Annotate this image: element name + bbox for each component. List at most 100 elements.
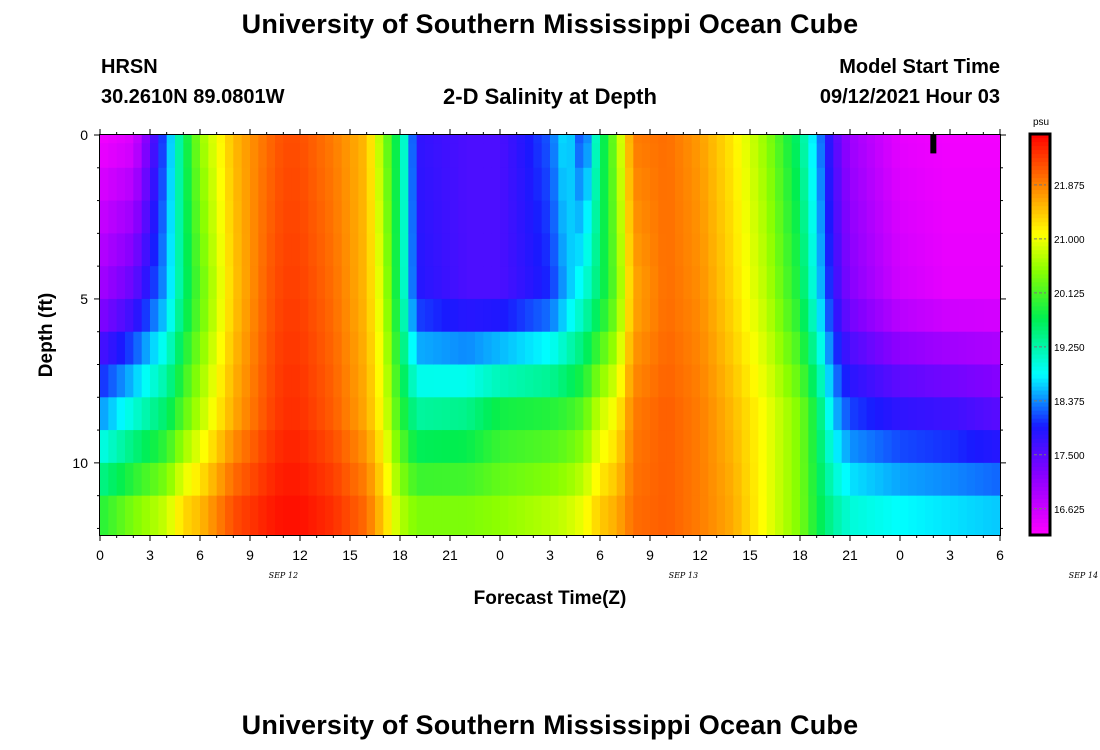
- heatmap-cell: [558, 167, 568, 201]
- heatmap-cell: [266, 364, 276, 398]
- colorbar-segment: [1030, 226, 1050, 231]
- heatmap-cell: [566, 462, 576, 497]
- heatmap-cell: [475, 200, 484, 234]
- heatmap-cell: [783, 331, 793, 365]
- heatmap-cell: [700, 331, 709, 365]
- heatmap-cell: [550, 200, 559, 234]
- heatmap-cell: [575, 233, 584, 267]
- heatmap-cell: [591, 143, 601, 169]
- heatmap-cell: [133, 495, 143, 536]
- heatmap-cell: [275, 495, 284, 536]
- heatmap-cell: [308, 462, 318, 497]
- heatmap-cell: [558, 200, 568, 234]
- heatmap-cell: [850, 397, 859, 431]
- heatmap-cell: [125, 143, 134, 169]
- heatmap-cell: [575, 135, 584, 144]
- colorbar-segment: [1030, 342, 1050, 348]
- heatmap-cell: [258, 233, 268, 267]
- heatmap-cell: [550, 430, 559, 464]
- heatmap-cell: [400, 331, 409, 365]
- heatmap-cell: [791, 167, 801, 201]
- heatmap-cell: [158, 430, 168, 464]
- heatmap-cell: [500, 135, 509, 144]
- heatmap-cell: [216, 331, 226, 365]
- heatmap-cell: [783, 430, 793, 464]
- heatmap-cell: [266, 331, 276, 365]
- heatmap-cell: [250, 462, 259, 497]
- heatmap-cell: [616, 143, 626, 169]
- heatmap-cell: [383, 430, 393, 464]
- heatmap-cell: [850, 495, 859, 536]
- heatmap-cell: [675, 298, 684, 333]
- heatmap-cell: [716, 462, 726, 497]
- colorbar-segment: [1030, 254, 1050, 259]
- heatmap-cell: [816, 135, 826, 144]
- heatmap-cell: [133, 430, 143, 464]
- colorbar-segment: [1030, 526, 1050, 532]
- heatmap-cell: [691, 298, 701, 333]
- heatmap-cell: [433, 364, 443, 398]
- heatmap-cell: [816, 298, 826, 333]
- heatmap-cell: [366, 462, 376, 497]
- colorbar-segment: [1030, 426, 1050, 432]
- heatmap-cell: [525, 143, 534, 169]
- heatmap-cell: [883, 233, 893, 267]
- heatmap-cell: [941, 331, 951, 365]
- heatmap-cell: [300, 397, 309, 431]
- heatmap-cell: [183, 298, 193, 333]
- heatmap-cell: [141, 266, 151, 300]
- heatmap-cell: [666, 200, 676, 234]
- heatmap-cell: [966, 462, 976, 497]
- heatmap-cell: [408, 266, 418, 300]
- heatmap-cell: [958, 135, 968, 144]
- heatmap-cell: [666, 266, 676, 300]
- heatmap-cell: [675, 364, 684, 398]
- heatmap-cell: [575, 430, 584, 464]
- heatmap-cell: [433, 233, 443, 267]
- heatmap-cell: [666, 167, 676, 201]
- heatmap-cell: [541, 233, 551, 267]
- heatmap-cell: [666, 495, 676, 536]
- heatmap-cell: [525, 331, 534, 365]
- heatmap-cell: [233, 298, 243, 333]
- heatmap-cell: [758, 495, 768, 536]
- heatmap-cell: [100, 135, 109, 144]
- heatmap-cell: [441, 200, 451, 234]
- heatmap-cell: [825, 331, 834, 365]
- heatmap-cell: [291, 200, 301, 234]
- heatmap-cell: [850, 331, 859, 365]
- heatmap-cell: [766, 397, 776, 431]
- heatmap-cell: [483, 135, 493, 144]
- heatmap-cell: [383, 298, 393, 333]
- colorbar-segment: [1030, 410, 1050, 416]
- heatmap-cell: [550, 495, 559, 536]
- heatmap-cell: [641, 462, 651, 497]
- heatmap-cell: [883, 364, 893, 398]
- colorbar-segment: [1030, 206, 1050, 211]
- heatmap-cell: [558, 331, 568, 365]
- heatmap-cell: [866, 143, 876, 169]
- heatmap-cell: [941, 397, 951, 431]
- heatmap-cell: [158, 167, 168, 201]
- heatmap-cell: [950, 200, 959, 234]
- heatmap-cell: [800, 143, 809, 169]
- heatmap-cell: [633, 143, 643, 169]
- heatmap-cell: [175, 200, 184, 234]
- heatmap-cell: [600, 364, 609, 398]
- heatmap-cell: [733, 167, 743, 201]
- heatmap-cell: [241, 462, 251, 497]
- heatmap-cell: [841, 200, 851, 234]
- heatmap-cell: [808, 233, 818, 267]
- heatmap-cell: [400, 364, 409, 398]
- heatmap-cell: [258, 266, 268, 300]
- heatmap-cell: [233, 266, 243, 300]
- heatmap-cell: [433, 298, 443, 333]
- heatmap-cell: [800, 233, 809, 267]
- heatmap-cell: [958, 298, 968, 333]
- heatmap-cell: [275, 462, 284, 497]
- heatmap-cell: [166, 233, 176, 267]
- heatmap-cell: [741, 233, 751, 267]
- heatmap-cell: [316, 462, 326, 497]
- heatmap-cell: [858, 397, 868, 431]
- heatmap-cell: [841, 143, 851, 169]
